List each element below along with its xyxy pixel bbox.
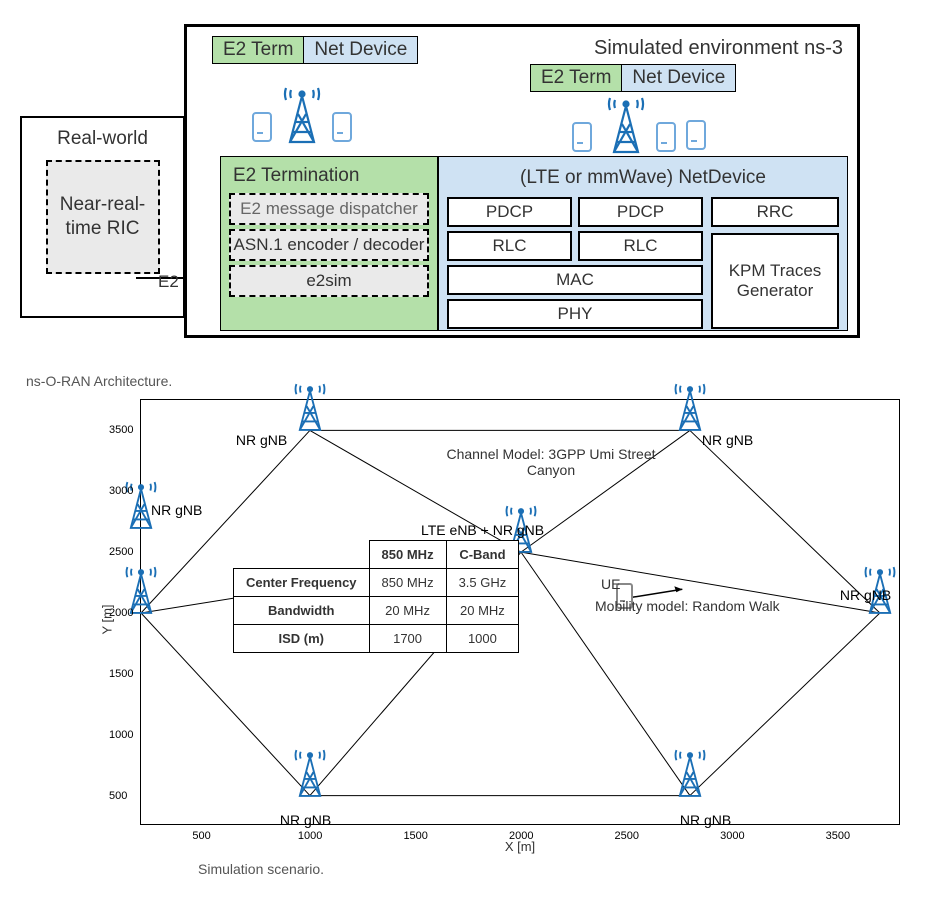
gnb-label: NR gNB — [236, 432, 287, 448]
pdcp-block: PDCP — [578, 197, 703, 227]
pdcp-block: PDCP — [447, 197, 572, 227]
mobility-model-label: Mobility model: Random Walk — [595, 598, 780, 614]
x-axis-label: X [m] — [505, 839, 535, 854]
x-tick: 3000 — [720, 830, 744, 842]
e2sim: e2sim — [229, 265, 429, 297]
y-tick: 3500 — [109, 424, 133, 436]
gnb-label: NR gNB — [151, 502, 202, 518]
legend-1: E2 Term Net Device — [212, 36, 418, 64]
ue-icon — [572, 122, 592, 152]
realworld-title: Real-world — [28, 128, 177, 150]
protocol-stack: PDCP PDCP RLC RLC MAC PHY — [447, 197, 703, 329]
e2-dispatcher: E2 message dispatcher — [229, 193, 429, 225]
ue-icon — [252, 112, 272, 142]
y-tick: 2500 — [109, 546, 133, 558]
x-tick: 1000 — [298, 830, 322, 842]
asn-encoder: ASN.1 encoder / decoder — [229, 229, 429, 261]
ue-icon — [656, 122, 676, 152]
gnb-label: NR gNB — [702, 432, 753, 448]
x-tick: 3500 — [826, 830, 850, 842]
gnb-label: NR gNB — [280, 812, 331, 828]
architecture-diagram: Simulated environment ns-3 E2 Term Net D… — [20, 20, 916, 365]
phy-block: PHY — [447, 299, 703, 329]
gnb-tower-icon — [673, 382, 707, 432]
legend-2: E2 Term Net Device — [530, 64, 736, 92]
mac-block: MAC — [447, 265, 703, 295]
ue-icon — [332, 112, 352, 142]
gnb-label: NR gNB — [840, 587, 891, 603]
gnb-label: LTE eNB + NR gNB — [421, 522, 544, 538]
kpm-block: KPM Traces Generator — [711, 233, 839, 329]
scenario-caption: Simulation scenario. — [198, 861, 916, 877]
y-tick: 3000 — [109, 485, 133, 497]
x-tick: 1500 — [403, 830, 427, 842]
ric-box: Near-real-time RIC — [46, 160, 160, 274]
tower-icon — [606, 96, 646, 154]
gnb-label: NR gNB — [680, 812, 731, 828]
legend-e2term: E2 Term — [213, 37, 304, 63]
ue-icon — [686, 120, 706, 150]
e2-link-label: E2 — [158, 272, 179, 292]
arch-caption: ns-O-RAN Architecture. — [26, 373, 916, 389]
gnb-tower-icon — [673, 748, 707, 798]
rrc-block: RRC — [711, 197, 839, 227]
legend-netdevice-2: Net Device — [622, 65, 735, 91]
rlc-block: RLC — [578, 231, 703, 261]
netdevice-title: (LTE or mmWave) NetDevice — [447, 167, 839, 189]
y-tick: 1500 — [109, 668, 133, 680]
scenario-plot: NR gNB NR gNB NR gNB — [140, 399, 900, 825]
y-tick: 500 — [109, 790, 127, 802]
ue-label: UE — [601, 576, 620, 592]
gnb-tower-icon — [293, 382, 327, 432]
rlc-block: RLC — [447, 231, 572, 261]
y-axis-label: Y [m] — [100, 604, 115, 634]
legend-e2term-2: E2 Term — [531, 65, 622, 91]
netdevice-box: (LTE or mmWave) NetDevice PDCP PDCP RLC … — [438, 156, 848, 331]
gnb-tower-icon — [293, 748, 327, 798]
y-tick: 1000 — [109, 729, 133, 741]
x-tick: 2500 — [615, 830, 639, 842]
x-tick: 500 — [192, 830, 210, 842]
sim-env-title: Simulated environment ns-3 — [594, 37, 843, 60]
e2-termination-box: E2 Termination E2 message dispatcher ASN… — [220, 156, 438, 331]
channel-model-label: Channel Model: 3GPP Umi Street Canyon — [421, 446, 681, 478]
legend-netdevice: Net Device — [304, 37, 417, 63]
param-table: 850 MHzC-BandCenter Frequency850 MHz3.5 … — [233, 540, 519, 653]
e2-termination-title: E2 Termination — [233, 165, 429, 187]
tower-icon — [282, 86, 322, 144]
